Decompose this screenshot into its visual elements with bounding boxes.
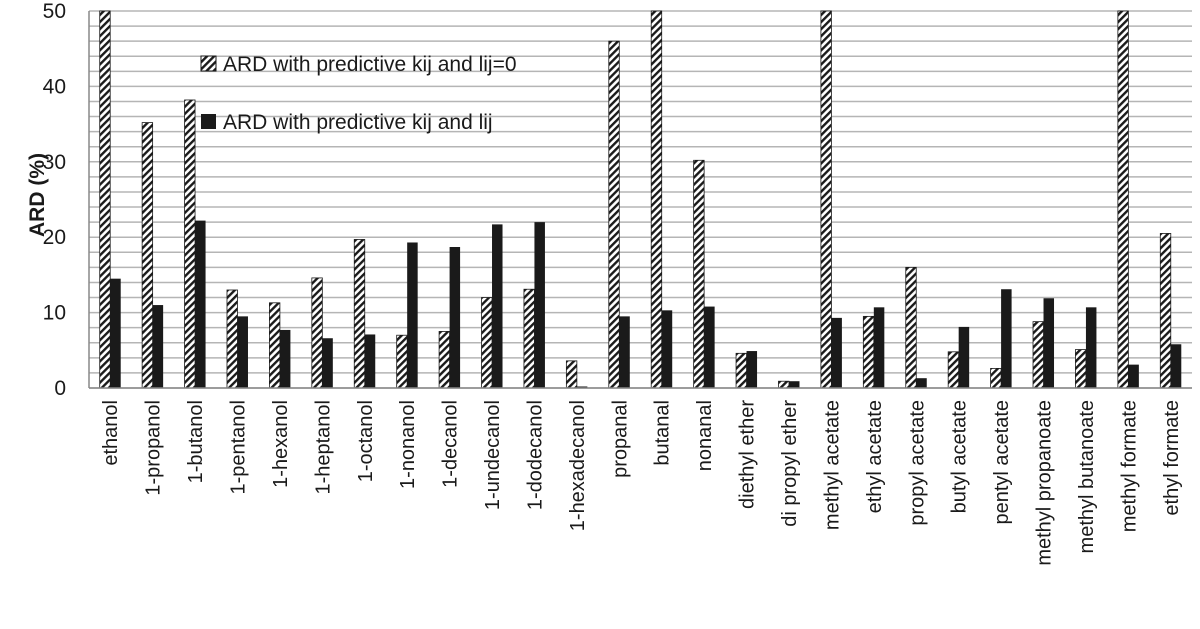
bar-lij-zero [141, 122, 154, 389]
x-tick-label: pentyl acetate [991, 400, 1013, 525]
bar-lij [492, 224, 503, 388]
bar-lij-zero [565, 360, 578, 389]
bar-lij-zero [608, 40, 620, 389]
bar-lij [1170, 344, 1182, 388]
bar-lij-zero [693, 159, 705, 389]
bar-lij-zero [396, 334, 408, 389]
y-tick-label: 20 [43, 226, 66, 249]
x-tick-label: butanal [652, 400, 674, 466]
x-tick-label: ethanol [100, 400, 122, 466]
bar-lij-zero [905, 266, 917, 389]
x-tick-label: 1-octanol [355, 400, 377, 482]
x-tick-label: 1-butanol [185, 400, 207, 483]
bar-lij-zero [523, 288, 535, 389]
y-tick-label: 40 [43, 75, 66, 98]
bar-lij-zero [735, 352, 747, 389]
legend-label-lij-zero: ARD with predictive kij and lij=0 [223, 53, 517, 76]
bar-lij [576, 386, 588, 388]
x-tick-label: 1-pentanol [227, 400, 249, 495]
bar-lij [831, 317, 842, 388]
bar-lij [704, 306, 715, 388]
bar-lij-zero [269, 302, 281, 389]
x-tick-label: di propyl ether [779, 400, 801, 527]
x-tick-label: nonanal [694, 400, 716, 471]
bar-lij [1043, 298, 1055, 388]
bar-lij-zero [862, 315, 875, 389]
y-tick-label: 30 [43, 151, 66, 174]
x-tick-label: propyl acetate [906, 400, 928, 526]
y-tick-label: 50 [43, 0, 66, 23]
legend-swatch-solid [201, 114, 216, 129]
bar-lij [195, 220, 206, 388]
bar-lij [237, 316, 248, 388]
bar-lij [1001, 289, 1012, 388]
bar-lij-zero [1117, 10, 1129, 389]
bar-lij [322, 338, 333, 388]
bar-lij [788, 381, 800, 388]
bars [99, 10, 1182, 389]
x-tick-label: 1-propanol [143, 400, 165, 496]
bar-lij [916, 378, 927, 388]
bar-lij [958, 326, 970, 388]
x-tick-label: 1-undecanol [482, 400, 504, 510]
bar-lij-zero [778, 380, 790, 389]
x-tick-label: 1-nonanol [397, 400, 419, 489]
bar-lij-zero [311, 277, 323, 389]
x-tick-label: butyl acetate [949, 400, 971, 513]
x-tick-label: 1-decanol [440, 400, 462, 488]
x-tick-label: ethyl acetate [864, 400, 886, 513]
bar-lij [619, 316, 630, 388]
x-tick-label: ethyl formate [1161, 400, 1183, 516]
bar-lij [746, 351, 758, 388]
bar-lij-zero [184, 99, 196, 389]
x-tick-label: propanal [609, 400, 631, 478]
x-tick-label: methyl acetate [821, 400, 843, 530]
bar-lij-zero [1075, 349, 1087, 389]
bar-lij [110, 278, 121, 388]
x-tick-label: methyl propanoate [1034, 400, 1056, 566]
bar-lij-zero [990, 367, 1002, 389]
bar-lij-zero [481, 297, 493, 389]
legend-label-lij: ARD with predictive kij and lij [223, 111, 493, 134]
legend-swatch-hatched [200, 55, 217, 72]
axes: 0 10 20 30 40 50 ethanol 1-propanol 1-butanol 1-p… [43, 0, 1192, 566]
bar-lij [534, 222, 545, 388]
bar-lij-zero [226, 289, 238, 389]
bar-lij-zero [820, 10, 832, 389]
bar-lij [1128, 364, 1139, 388]
x-tick-label: diethyl ether [737, 400, 759, 509]
bar-lij [661, 310, 673, 388]
bar-lij [279, 329, 291, 388]
legend: ARD with predictive kij and lij=0 ARD wi… [200, 53, 517, 134]
y-tick-label: 10 [43, 302, 66, 325]
x-tick-label: methyl formate [1118, 400, 1140, 532]
x-tick-label: methyl butanoate [1076, 400, 1098, 553]
bar-lij-zero [1159, 233, 1172, 389]
bar-lij-zero [947, 351, 960, 389]
bar-lij-zero [353, 239, 366, 389]
y-tick-label: 0 [54, 377, 66, 400]
bar-lij-zero [1032, 321, 1044, 389]
bar-lij-zero [650, 10, 663, 389]
bar-lij [152, 305, 164, 388]
x-tick-label: 1-hexanol [270, 400, 292, 488]
y-axis-label: ARD (%) [26, 153, 49, 237]
bar-lij [364, 334, 376, 388]
x-tick-label: 1-heptanol [312, 400, 334, 495]
x-tick-label: 1-hexadecanol [567, 400, 589, 531]
bar-lij-zero [99, 10, 111, 389]
bar-lij [1085, 307, 1097, 388]
bar-lij [407, 242, 418, 388]
bar-lij [873, 307, 885, 388]
bar-lij [449, 247, 461, 388]
bar-lij-zero [438, 331, 450, 389]
x-tick-label: 1-dodecanol [524, 400, 546, 510]
